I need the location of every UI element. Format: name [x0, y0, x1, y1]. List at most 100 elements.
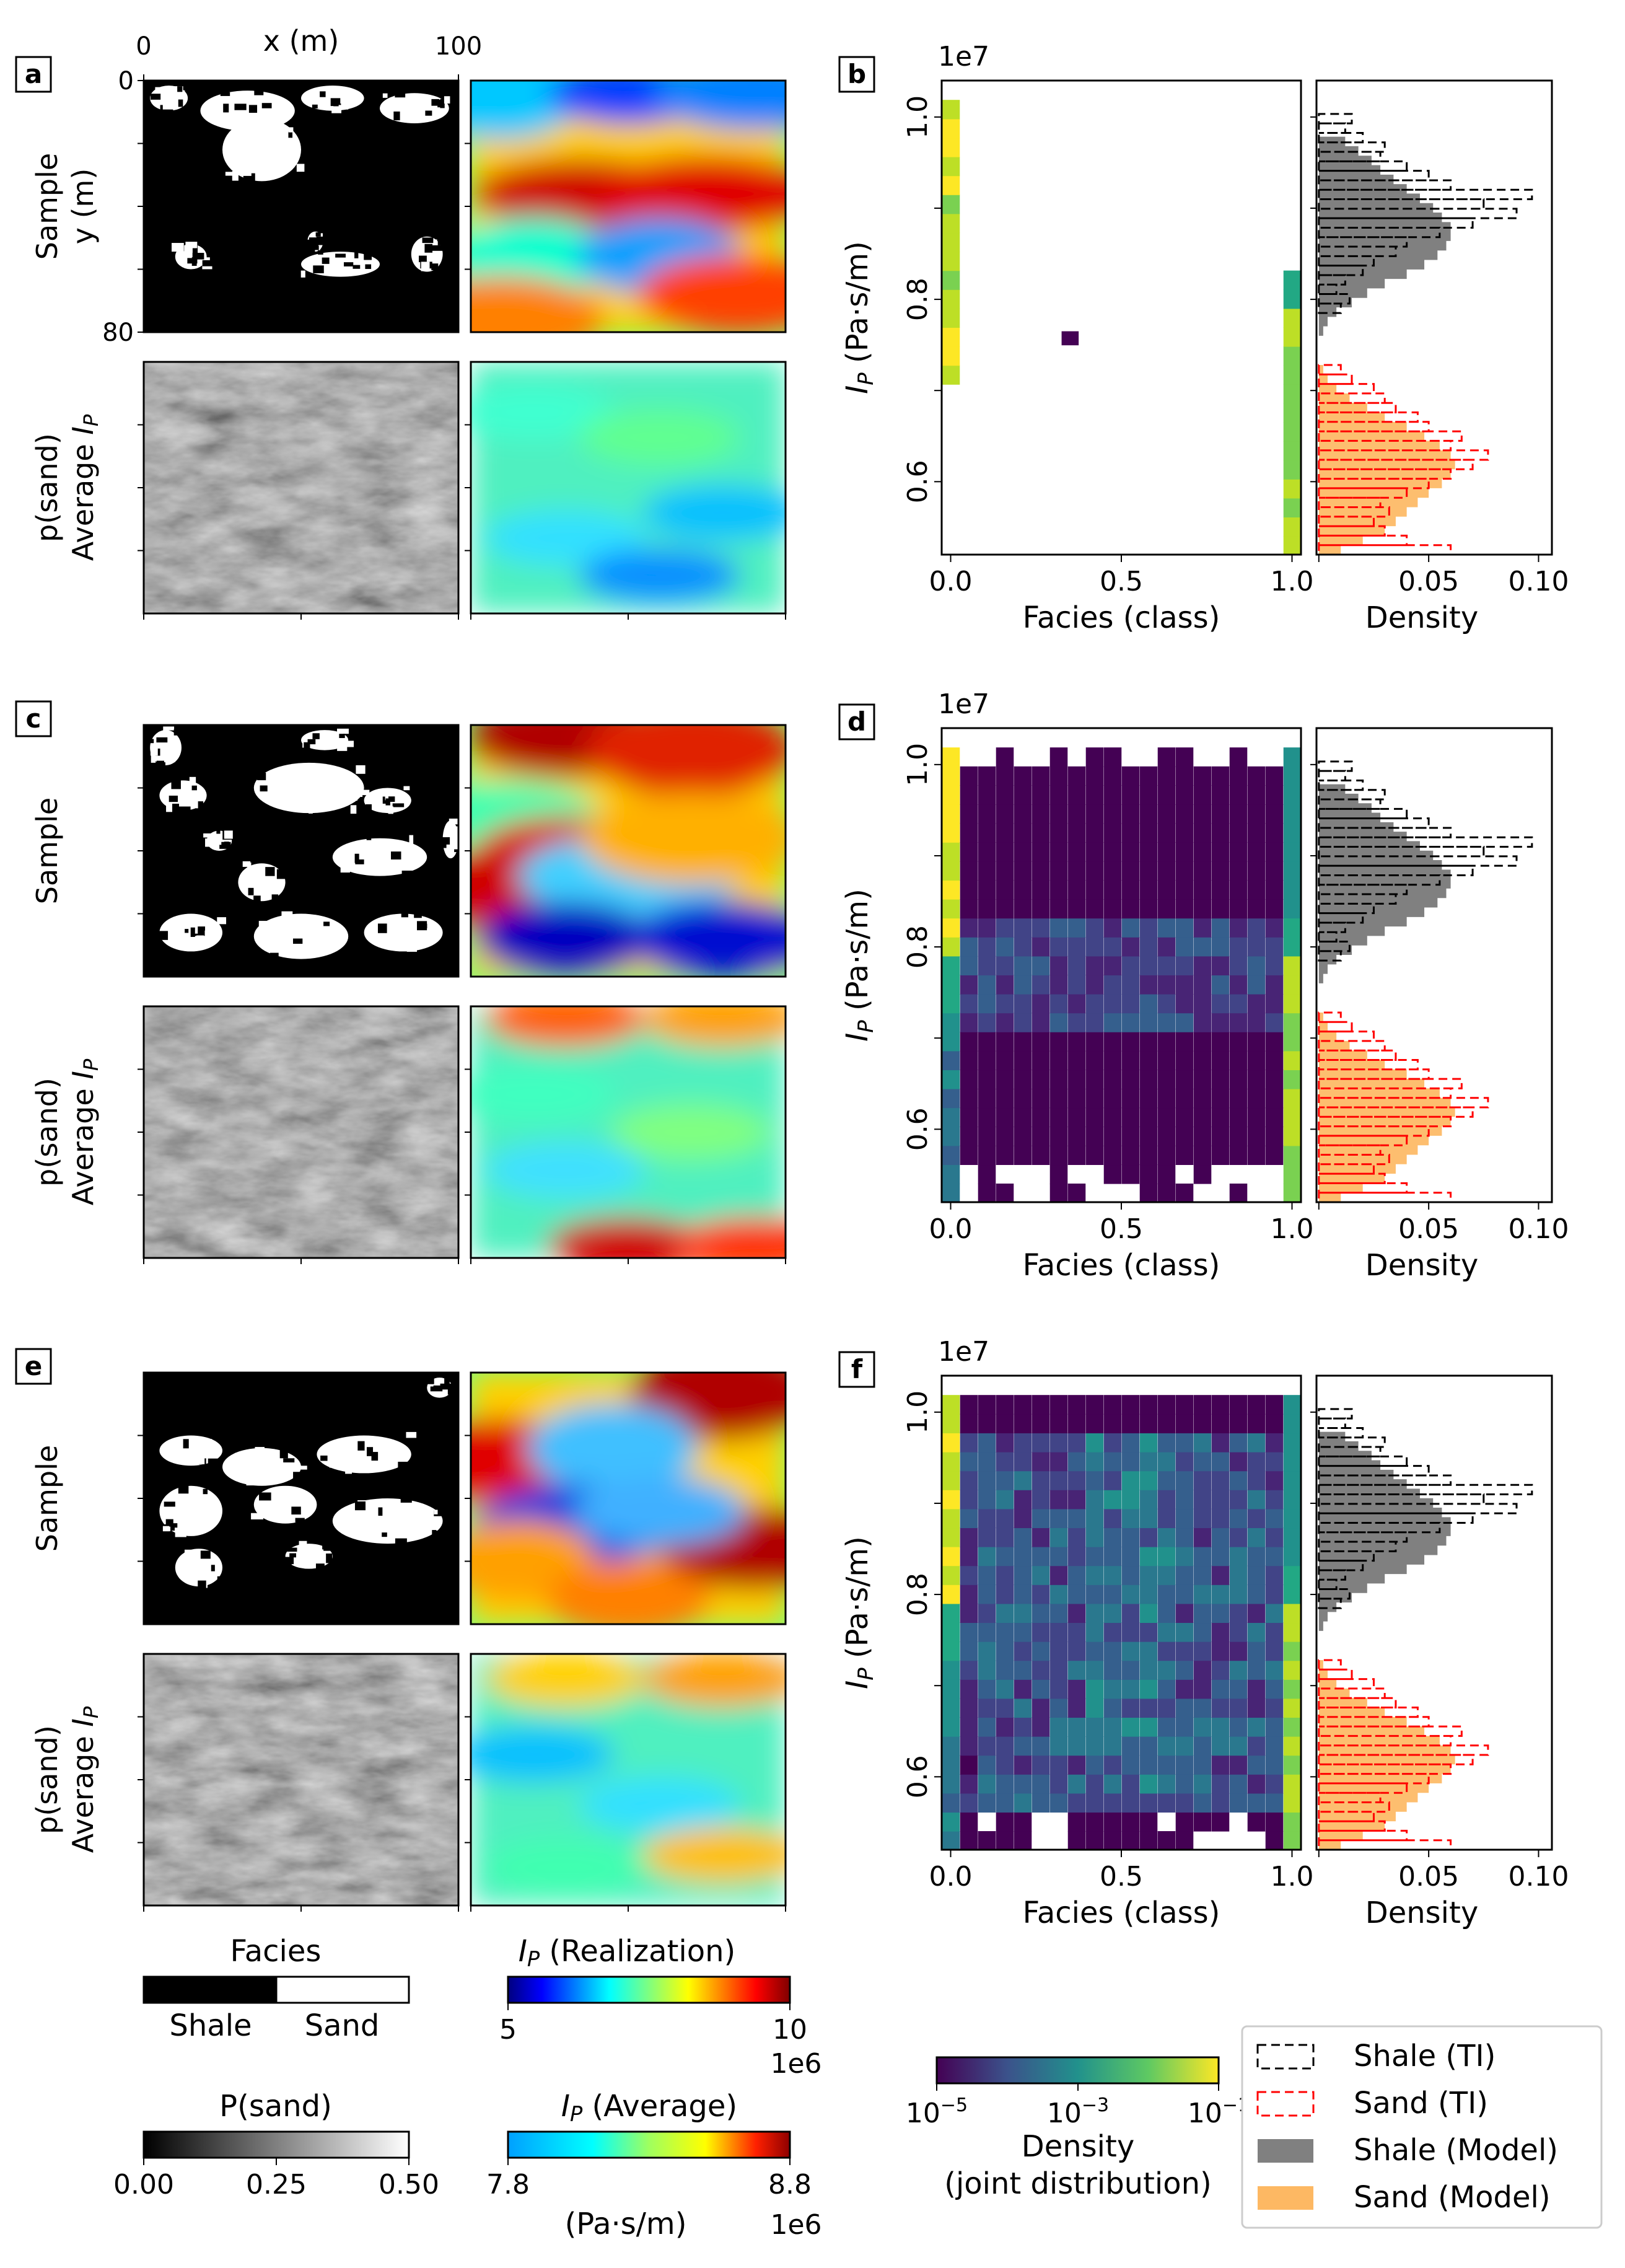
heatmap-cell — [996, 1395, 1014, 1415]
x-tick-label: 0.0 — [929, 1213, 973, 1245]
heatmap-cell — [1175, 1013, 1194, 1032]
heatmap-cell — [942, 1585, 960, 1604]
heatmap-cell — [1247, 861, 1266, 881]
heatmap-cell — [1014, 804, 1032, 824]
x-tick-label: 0.5 — [1100, 566, 1143, 597]
heatmap-cell — [1193, 1508, 1212, 1529]
marginal-density — [1318, 113, 1533, 556]
heatmap-cell — [1032, 880, 1050, 900]
heatmap-cell — [960, 1755, 978, 1775]
sand-body — [203, 829, 233, 851]
heatmap-cell — [1032, 1451, 1050, 1472]
heatmap-cell — [1032, 1145, 1050, 1166]
sand-pixel — [329, 1460, 336, 1468]
heatmap-cell — [978, 1490, 996, 1510]
heatmap-cell — [1175, 1127, 1194, 1146]
heatmap-cell — [1014, 1433, 1032, 1453]
heatmap-cell — [960, 1812, 978, 1832]
heatmap-cell — [1265, 766, 1284, 786]
sand-pixel — [177, 86, 183, 92]
heatmap-cell — [1175, 1451, 1194, 1472]
heatmap-cell — [1067, 1413, 1086, 1434]
heatmap-cell — [1014, 1050, 1032, 1071]
heatmap-cell — [1049, 1603, 1068, 1624]
ip-blob — [471, 218, 616, 296]
heatmap-cell — [1085, 1565, 1104, 1585]
heatmap-cell — [1067, 1395, 1086, 1415]
heatmap-cell — [1121, 918, 1140, 938]
heatmap-cell — [1049, 1527, 1068, 1547]
heatmap-cell — [978, 899, 996, 919]
heatmap-cell — [1175, 747, 1194, 767]
heatmap-cell — [1121, 1755, 1140, 1775]
heatmap-cell — [1139, 1774, 1158, 1794]
heatmap-cell — [1265, 880, 1284, 900]
y-axis-label: IP (Pa·s/m) — [840, 889, 878, 1042]
ip-blob — [477, 902, 654, 976]
heatmap-cell — [1067, 1050, 1086, 1071]
heatmap-cell — [1211, 899, 1230, 919]
heatmap-cell — [1085, 1451, 1104, 1472]
ip-realization-colorbar — [507, 1976, 791, 2004]
sand-pixel — [320, 91, 326, 97]
sand-pixel — [444, 96, 450, 104]
heatmap-cell — [1049, 1127, 1068, 1146]
avg-blob — [642, 1006, 786, 1047]
heatmap-cell — [1193, 1546, 1212, 1567]
heatmap-cell — [1139, 1127, 1158, 1146]
heatmap-cell — [1211, 1527, 1230, 1547]
heatmap-cell — [960, 1585, 978, 1604]
heatmap-cell — [1229, 1395, 1248, 1415]
heatmap-cell — [1265, 1451, 1284, 1472]
heatmap-cell — [1049, 1622, 1068, 1642]
sand-pixel — [419, 255, 427, 263]
sand-pixel — [175, 1531, 186, 1537]
heatmap-cell — [1283, 1660, 1302, 1680]
heatmap-cell — [1139, 1145, 1158, 1166]
heatmap-cell — [1049, 1585, 1068, 1604]
heatmap-cell — [1193, 1622, 1212, 1642]
heatmap-cell — [1049, 993, 1068, 1014]
heatmap-cell — [1283, 1413, 1302, 1434]
heatmap-cell — [1283, 1508, 1302, 1529]
heatmap-cell — [1067, 1603, 1086, 1624]
heatmap-cell — [1157, 1164, 1176, 1184]
heatmap-cell — [1175, 1831, 1194, 1851]
heatmap-cell — [1067, 1774, 1086, 1794]
heatmap-cell — [978, 1698, 996, 1718]
heatmap-cell — [1103, 1490, 1122, 1510]
heatmap-cell — [1014, 1622, 1032, 1642]
heatmap-cell — [1121, 785, 1140, 805]
heatmap-cell — [1247, 899, 1266, 919]
heatmap-cell — [1157, 937, 1176, 957]
ip-blob — [597, 156, 786, 232]
heatmap-cell — [996, 1641, 1014, 1661]
sand-pixel — [385, 794, 390, 801]
heatmap-cell — [978, 1013, 996, 1032]
psand-field — [144, 362, 458, 613]
heatmap-cell — [1229, 1660, 1248, 1680]
sand-pixel — [164, 754, 175, 763]
heatmap-cell — [1229, 785, 1248, 805]
heatmap-cell — [1103, 1603, 1122, 1624]
sand-blob — [175, 1549, 222, 1587]
heatmap-cell — [1247, 842, 1266, 862]
sand-pixel — [305, 942, 313, 947]
sand-pixel — [287, 1547, 297, 1552]
heatmap-cell — [1032, 1698, 1050, 1718]
sand-pixel — [257, 773, 266, 781]
heatmap-cell — [1121, 1164, 1140, 1184]
heatmap-cell — [978, 785, 996, 805]
facies-sample-map — [144, 725, 458, 977]
sand-pixel — [164, 1501, 175, 1507]
heatmap-cell — [1139, 1070, 1158, 1089]
heatmap-cell — [1283, 327, 1302, 347]
heatmap-cell — [1211, 804, 1230, 824]
x-tick-label: 100 — [435, 32, 482, 61]
heatmap-cell — [942, 138, 960, 157]
heatmap-cell — [942, 937, 960, 957]
heatmap-cell — [1193, 1603, 1212, 1624]
heatmap-cell — [1175, 1050, 1194, 1071]
sand-pixel — [147, 739, 154, 744]
heatmap-cell — [1175, 1641, 1194, 1661]
